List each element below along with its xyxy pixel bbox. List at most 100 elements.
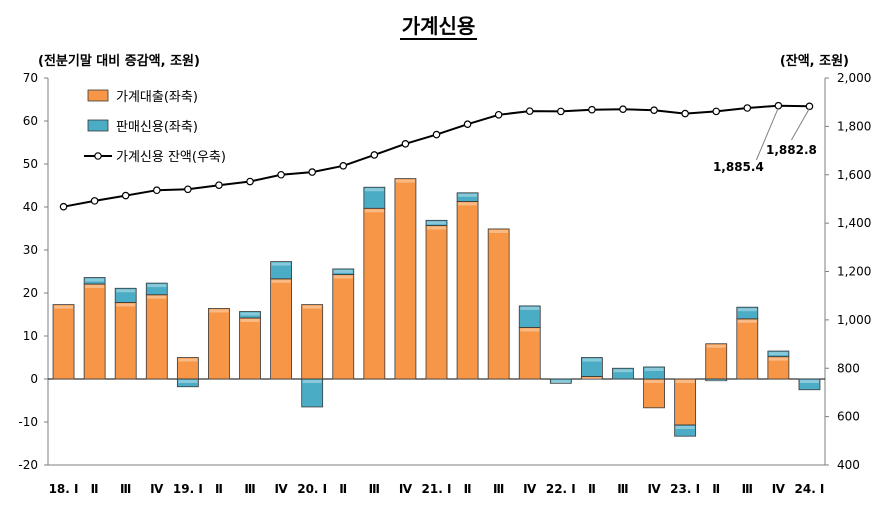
bar-sales-credit-highlight bbox=[768, 352, 788, 356]
x-tick-label: Ⅳ bbox=[275, 482, 289, 496]
bar-household-loan-highlight bbox=[85, 284, 105, 288]
legend-swatch-household-loan bbox=[87, 89, 109, 102]
bar-household-loan-highlight bbox=[458, 202, 478, 206]
x-tick-label: Ⅳ bbox=[772, 482, 786, 496]
bar-household-loan-highlight bbox=[178, 358, 198, 362]
left-tick-label: 30 bbox=[23, 243, 38, 257]
line-point-balance bbox=[463, 120, 472, 128]
bar-sales-credit bbox=[767, 350, 790, 358]
x-tick-label: Ⅲ bbox=[120, 482, 131, 496]
x-tick-label: Ⅳ bbox=[523, 482, 537, 496]
x-tick-label: Ⅳ bbox=[150, 482, 164, 496]
bar-household-loan-highlight bbox=[364, 209, 384, 213]
x-tick-label: 20. Ⅰ bbox=[297, 482, 327, 496]
x-tick-label: Ⅲ bbox=[493, 482, 504, 496]
line-point-balance bbox=[121, 191, 130, 200]
x-tick-label: Ⅲ bbox=[369, 482, 380, 496]
right-axis-unit: (잔액, 조원) bbox=[779, 54, 849, 69]
bar-sales-credit-highlight bbox=[333, 269, 353, 273]
bar-household-loan-highlight bbox=[644, 380, 664, 383]
bar-household-loan-highlight bbox=[489, 229, 509, 233]
bar-sales-credit bbox=[176, 378, 199, 388]
bar-sales-credit-highlight bbox=[644, 367, 664, 371]
bar-sales-credit bbox=[518, 305, 541, 328]
bar-sales-credit-highlight bbox=[271, 262, 291, 266]
line-point-balance bbox=[152, 186, 161, 195]
bar-household-loan-highlight bbox=[675, 380, 695, 383]
left-tick-label: -20 bbox=[18, 458, 38, 472]
annotation-leader bbox=[755, 107, 779, 161]
line-point-balance bbox=[681, 109, 689, 118]
line-point-balance bbox=[401, 139, 410, 148]
bar-household-loan bbox=[145, 294, 168, 380]
bar-household-loan bbox=[301, 304, 324, 380]
bar-household-loan-highlight bbox=[116, 303, 136, 307]
bar-household-loan bbox=[487, 228, 510, 380]
x-tick-label: Ⅲ bbox=[617, 482, 628, 496]
right-tick-label: 1,000 bbox=[837, 313, 871, 327]
bar-household-loan bbox=[518, 326, 541, 380]
line-point-balance bbox=[619, 105, 627, 114]
bar-household-loan bbox=[643, 378, 665, 409]
x-tick-label: 24. Ⅰ bbox=[795, 482, 825, 496]
bar-sales-credit-highlight bbox=[85, 278, 105, 282]
line-point-balance bbox=[432, 130, 441, 139]
bar-household-loan-highlight bbox=[209, 309, 229, 313]
x-tick-label: 21. Ⅰ bbox=[422, 482, 452, 496]
line-point-balance bbox=[494, 110, 503, 119]
annotation-leader bbox=[791, 108, 810, 141]
bar-sales-credit bbox=[363, 186, 386, 209]
bar-sales-credit bbox=[612, 367, 634, 380]
line-point-balance bbox=[557, 107, 565, 116]
right-tick-label: 400 bbox=[837, 458, 860, 472]
x-tick-label: 22. Ⅰ bbox=[546, 482, 576, 496]
line-point-balance bbox=[277, 170, 285, 179]
left-tick-label: 10 bbox=[23, 329, 38, 343]
x-tick-label: Ⅱ bbox=[464, 482, 472, 496]
line-point-balance bbox=[59, 202, 68, 211]
x-tick-label: Ⅳ bbox=[399, 482, 413, 496]
bar-household-loan-highlight bbox=[147, 295, 167, 299]
bar-sales-credit-highlight bbox=[364, 188, 384, 192]
bar-sales-credit bbox=[798, 378, 821, 391]
bar-sales-credit bbox=[114, 287, 137, 303]
bar-sales-credit bbox=[270, 261, 293, 280]
bar-household-loan bbox=[83, 283, 106, 380]
x-tick-label: Ⅳ bbox=[647, 482, 661, 496]
bar-household-loan bbox=[674, 378, 697, 426]
line-point-balance bbox=[339, 162, 348, 170]
line-point-balance bbox=[650, 106, 658, 114]
line-point-balance bbox=[525, 107, 534, 115]
right-tick-label: 1,400 bbox=[837, 216, 871, 230]
bar-household-loan bbox=[208, 308, 230, 380]
bar-sales-credit-highlight bbox=[582, 358, 602, 362]
legend-swatch-sales-credit bbox=[87, 119, 109, 132]
bar-sales-credit-highlight bbox=[737, 308, 757, 312]
bar-sales-credit bbox=[145, 282, 168, 296]
line-point-balance bbox=[215, 181, 223, 189]
bar-sales-credit bbox=[736, 306, 759, 320]
bar-sales-credit-highlight bbox=[706, 380, 726, 381]
bar-household-loan-highlight bbox=[240, 318, 260, 322]
bar-household-loan bbox=[239, 317, 261, 380]
x-tick-label: Ⅱ bbox=[339, 482, 347, 496]
legend-label-sales-credit: 판매신용(좌축) bbox=[116, 120, 198, 135]
bar-sales-credit bbox=[705, 378, 728, 382]
bar-household-loan bbox=[52, 304, 75, 380]
bar-sales-credit bbox=[549, 378, 572, 384]
x-tick-label: 19. Ⅰ bbox=[173, 482, 203, 496]
bar-household-loan bbox=[425, 225, 448, 380]
line-point-balance bbox=[743, 104, 752, 112]
bar-sales-credit-highlight bbox=[458, 193, 478, 197]
bar-sales-credit-highlight bbox=[240, 312, 260, 316]
bar-household-loan-highlight bbox=[520, 328, 540, 332]
bar-sales-credit-highlight bbox=[178, 380, 198, 383]
bar-sales-credit bbox=[643, 366, 665, 380]
left-tick-label: 70 bbox=[23, 71, 38, 85]
left-tick-label: 60 bbox=[23, 114, 38, 128]
bar-household-loan bbox=[394, 178, 417, 380]
line-point-balance bbox=[588, 105, 596, 114]
x-tick-label: Ⅲ bbox=[244, 482, 255, 496]
bar-household-loan-highlight bbox=[333, 275, 353, 279]
